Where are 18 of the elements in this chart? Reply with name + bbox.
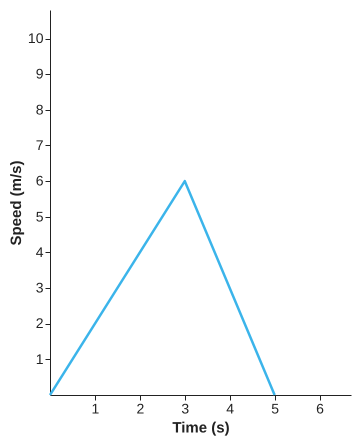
y-axis-title: Speed (m/s) [8,160,25,246]
x-axis-title: Time (s) [172,420,230,436]
y-tick-label: 5 [36,208,44,224]
x-tick-label: 1 [92,400,100,416]
y-tick-label: 3 [36,280,44,296]
y-tick-label: 6 [36,172,44,189]
y-tick-label: 1 [36,350,44,367]
x-tick-label: 4 [226,400,234,416]
y-tick-label: 8 [36,101,44,118]
x-tick-label: 2 [136,400,144,416]
x-tick-label: 3 [181,400,190,416]
y-tick-label: 2 [36,315,44,332]
y-tick-label: 7 [36,136,44,153]
x-tick-label: 5 [271,400,280,416]
x-tick-label: 6 [316,400,324,416]
y-tick-label: 10 [28,30,44,46]
y-tick-label: 9 [36,66,44,82]
y-tick-label: 4 [36,244,44,260]
